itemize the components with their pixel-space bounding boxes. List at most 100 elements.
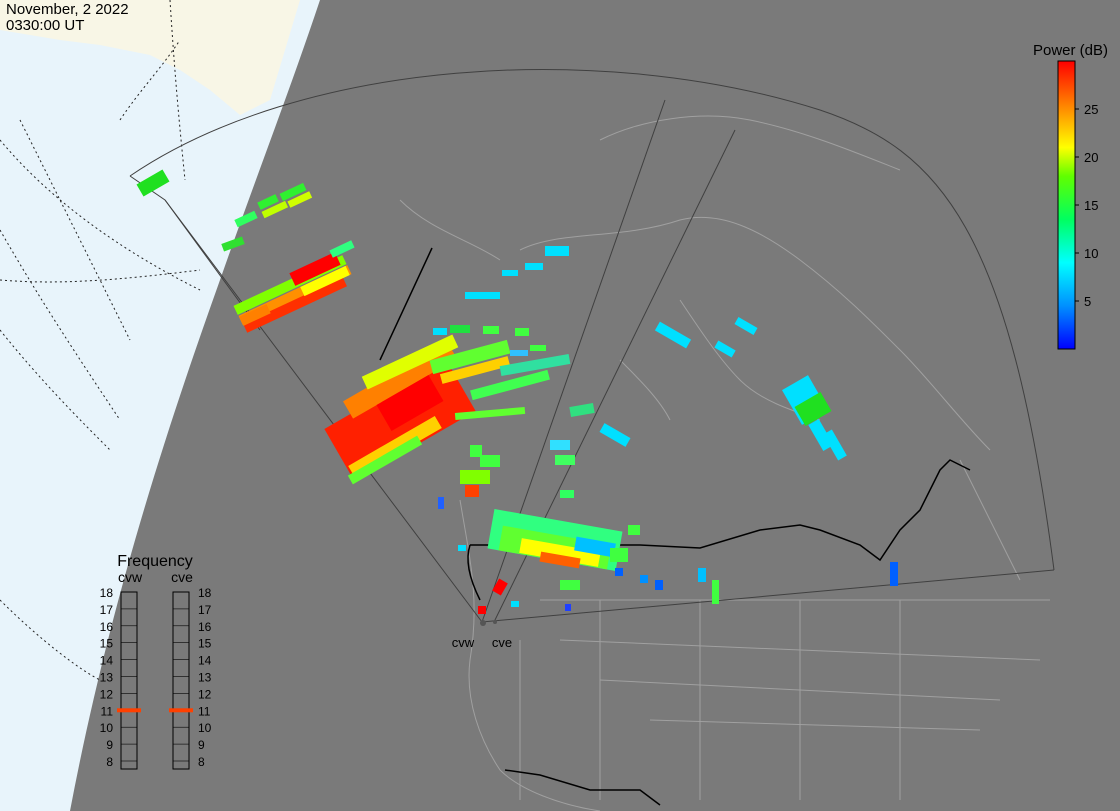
backscatter-echoes xyxy=(136,169,898,614)
echo-cell xyxy=(480,455,500,467)
radar-site-east-label: cve xyxy=(492,635,512,650)
echo-cell xyxy=(502,270,518,276)
echo-cell xyxy=(698,568,706,582)
night-side-earth xyxy=(70,0,1120,811)
echo-cell xyxy=(525,263,543,270)
frequency-selected-marker xyxy=(117,708,141,713)
echo-cell xyxy=(515,328,529,336)
echo-cell xyxy=(550,440,570,450)
echo-cell xyxy=(243,277,347,333)
frequency-level-label: 12 xyxy=(198,687,212,701)
frequency-level-label: 16 xyxy=(100,620,114,634)
echo-cell xyxy=(628,525,640,535)
echo-cell xyxy=(347,435,423,485)
echo-cell xyxy=(615,568,623,576)
frequency-level-label: 11 xyxy=(101,704,114,718)
echo-cell xyxy=(565,604,571,611)
header-date: November, 2 2022 xyxy=(6,1,129,18)
frequency-radar-east-label: cve xyxy=(171,569,193,585)
echo-cell xyxy=(465,292,500,299)
echo-cell xyxy=(499,353,571,377)
echo-cell xyxy=(555,455,575,465)
coastlines xyxy=(399,115,1050,811)
echo-cell xyxy=(560,490,574,498)
echo-cell xyxy=(610,548,628,562)
frequency-level-label: 8 xyxy=(198,755,205,769)
header-time: 0330:00 UT xyxy=(6,17,85,34)
echo-cell xyxy=(438,497,444,509)
country-border xyxy=(379,247,971,806)
echo-cell xyxy=(483,326,499,334)
echo-cell xyxy=(808,419,834,451)
echo-cell xyxy=(300,265,350,297)
frequency-level-label: 15 xyxy=(100,637,114,651)
echo-cell xyxy=(439,356,511,384)
echo-cell xyxy=(361,334,459,390)
frequency-level-label: 9 xyxy=(198,738,205,752)
echo-cell xyxy=(470,445,482,457)
echo-cell xyxy=(376,375,444,431)
frequency-level-label: 11 xyxy=(198,704,211,718)
echo-cell xyxy=(492,578,508,596)
frequency-level-label: 8 xyxy=(106,755,113,769)
echo-cell xyxy=(221,236,245,252)
echo-cell xyxy=(530,345,546,351)
echo-cell xyxy=(823,429,847,461)
echo-cell xyxy=(712,580,719,604)
frequency-level-label: 13 xyxy=(100,671,114,685)
colorbar-ticks: 25 20 15 10 5 xyxy=(1075,102,1098,309)
colorbar-gradient xyxy=(1057,60,1076,350)
echo-cell xyxy=(511,601,519,607)
echo-cell xyxy=(433,328,447,335)
echo-cell xyxy=(465,485,479,497)
frequency-level-label: 13 xyxy=(198,671,212,685)
echo-cell xyxy=(510,350,528,356)
echo-cell xyxy=(234,210,258,228)
colorbar-tick-label: 25 xyxy=(1084,102,1098,117)
echo-cell xyxy=(794,391,832,427)
frequency-level-label: 15 xyxy=(198,637,212,651)
echo-cell xyxy=(136,169,170,197)
frequency-level-label: 18 xyxy=(100,586,114,600)
colorbar-title: Power (dB) xyxy=(1033,42,1108,59)
radar-site-west-marker xyxy=(480,620,486,626)
frequency-title: Frequency xyxy=(117,553,193,570)
echo-cell xyxy=(655,580,663,590)
frequency-level-label: 14 xyxy=(198,654,212,668)
frequency-level-label: 17 xyxy=(100,603,114,617)
echo-cell xyxy=(599,423,631,447)
frequency-selected-marker xyxy=(169,708,193,713)
echo-cell xyxy=(239,304,271,326)
echo-cell xyxy=(329,240,355,258)
frequency-level-label: 10 xyxy=(100,721,114,735)
colorbar-tick-label: 10 xyxy=(1084,246,1098,261)
frequency-panel: Frequency cvw cve 1817161514131211109818… xyxy=(100,553,212,770)
frequency-level-label: 17 xyxy=(198,603,212,617)
frequency-level-label: 14 xyxy=(100,654,114,668)
echo-cell xyxy=(569,402,595,418)
echo-cell xyxy=(454,406,526,421)
colorbar-tick-label: 5 xyxy=(1084,294,1091,309)
frequency-level-label: 9 xyxy=(106,738,113,752)
radar-site-west-label: cvw xyxy=(452,635,475,650)
echo-cell xyxy=(539,551,581,569)
frequency-level-label: 16 xyxy=(198,620,212,634)
echo-cell xyxy=(654,321,692,349)
echo-cell xyxy=(429,339,511,375)
graticule xyxy=(0,0,201,681)
echo-cell xyxy=(257,194,279,210)
frequency-level-label: 10 xyxy=(198,721,212,735)
echo-cell xyxy=(279,182,307,202)
radar-site-east-marker xyxy=(493,620,497,624)
echo-cell xyxy=(261,200,289,219)
echo-cell xyxy=(460,470,490,484)
frequency-level-label: 12 xyxy=(100,687,114,701)
echo-cell xyxy=(450,325,470,333)
echo-cell xyxy=(560,580,580,590)
frequency-level-label: 18 xyxy=(198,586,212,600)
colorbar-tick-label: 20 xyxy=(1084,150,1098,165)
echo-cell xyxy=(478,606,486,614)
echo-cell xyxy=(890,562,898,586)
colorbar-tick-label: 15 xyxy=(1084,198,1098,213)
